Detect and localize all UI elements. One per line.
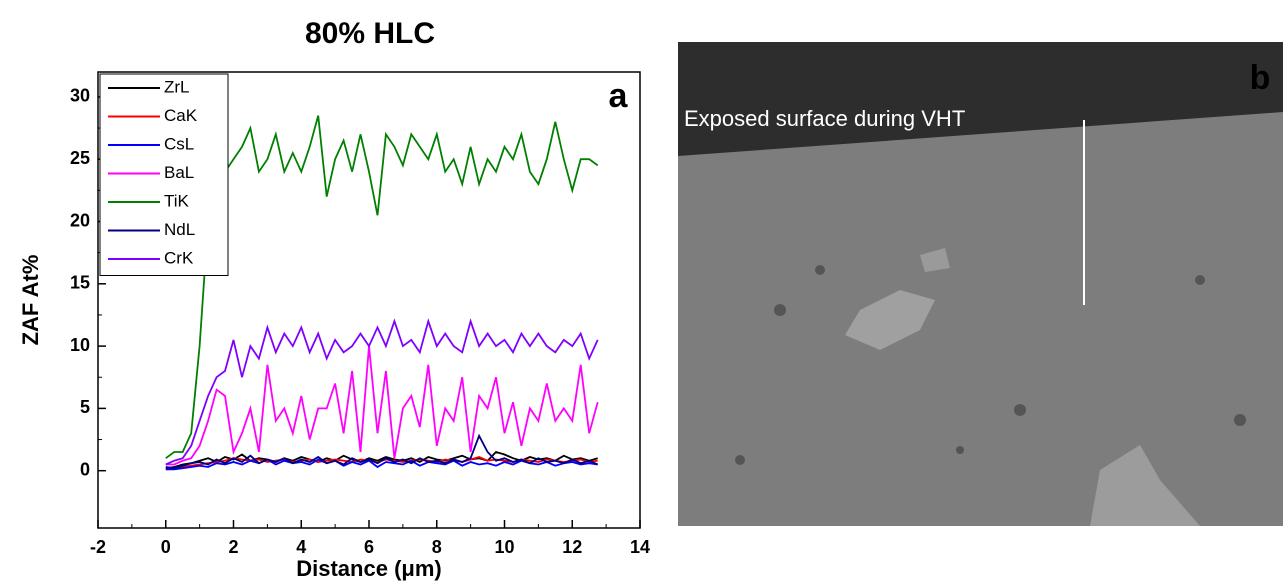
plot-area: -2 0 2 4 6 8 10 12 14 0 5 10 15 20 25 30 ZrL CaK CsL BaL TiK… — [70, 71, 650, 557]
grain — [845, 290, 935, 350]
data-line — [165, 450, 598, 470]
x-tick-label: -2 — [90, 537, 106, 557]
y-tick-label: 0 — [80, 459, 90, 479]
y-tick-label: 10 — [70, 335, 90, 355]
grain — [1090, 445, 1200, 526]
chart-title: 80% HLC — [305, 17, 435, 50]
y-tick-label: 30 — [70, 86, 90, 106]
x-tick-label: 10 — [494, 537, 514, 557]
legend-label: CrK — [164, 248, 194, 267]
data-line — [165, 346, 599, 466]
legend-label: ZrL — [164, 77, 190, 96]
x-tick-label: 4 — [296, 537, 306, 557]
pore — [1234, 414, 1246, 426]
sem-image: Exposed surface during VHT b — [678, 42, 1283, 526]
legend-label: TiK — [164, 191, 190, 210]
pore — [774, 304, 786, 316]
legend-label: NdL — [164, 220, 195, 239]
legend-label: BaL — [164, 163, 194, 182]
y-tick-label: 25 — [70, 148, 90, 168]
x-tick-label: 8 — [432, 537, 442, 557]
x-axis-label: Distance (μm) — [296, 556, 442, 581]
y-tick-label: 15 — [70, 273, 90, 293]
image-annotation: Exposed surface during VHT — [684, 106, 965, 131]
legend-label: CaK — [164, 106, 198, 125]
x-tick-label: 2 — [228, 537, 238, 557]
pore — [1195, 275, 1205, 285]
legend-label: CsL — [164, 134, 194, 153]
x-tick-label: 0 — [161, 537, 171, 557]
grain — [920, 248, 950, 272]
legend-box — [99, 73, 229, 276]
data-line — [165, 318, 599, 466]
vacuum-region — [678, 42, 1283, 156]
pore — [1014, 404, 1026, 416]
panel-label: b — [1250, 59, 1271, 97]
pore — [735, 455, 745, 465]
panel-label: a — [609, 77, 629, 115]
y-tick-label: 20 — [70, 210, 90, 230]
x-tick-label: 12 — [562, 537, 582, 557]
x-tick-label: 14 — [630, 537, 650, 557]
y-axis-label: ZAF At% — [18, 255, 43, 346]
data-line — [165, 115, 599, 459]
data-line — [165, 433, 599, 470]
y-tick-label: 5 — [80, 397, 90, 417]
pore — [956, 446, 964, 454]
x-tick-label: 6 — [364, 537, 374, 557]
pore — [815, 265, 825, 275]
